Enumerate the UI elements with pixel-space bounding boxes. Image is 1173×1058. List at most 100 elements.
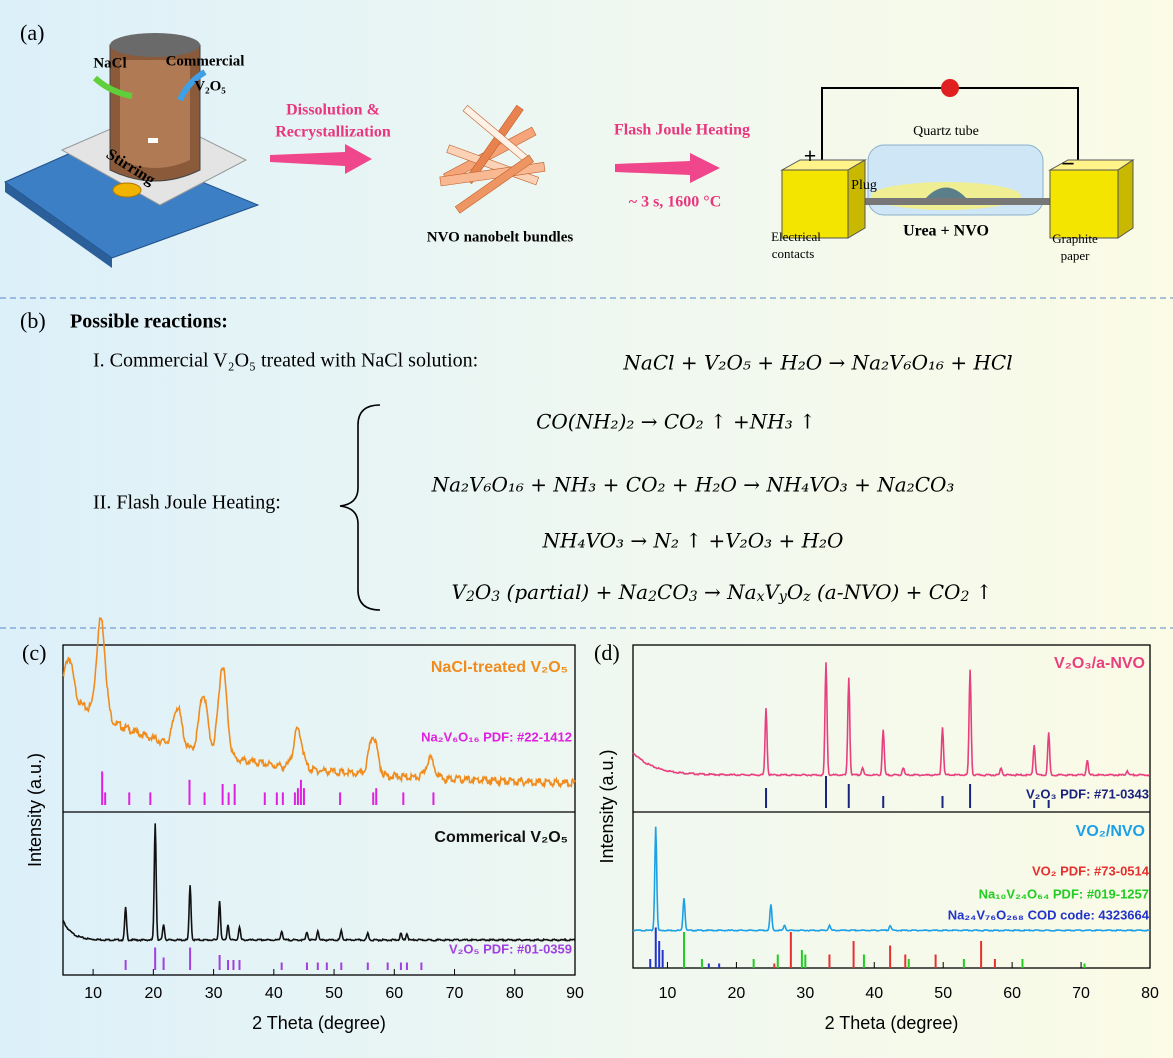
x-tick-label: 10 xyxy=(659,985,677,1002)
equation-part: → Na xyxy=(698,580,757,604)
x-tick-label: 90 xyxy=(566,985,584,1002)
reference-label: V₂O₅ PDF: #01-0359 xyxy=(449,941,572,956)
reference-label: Na₂₄V₇₆O₂₆₈ COD code: 4323664 xyxy=(948,907,1150,922)
equation-part: CO xyxy=(657,580,689,604)
crucible-inner xyxy=(120,60,190,168)
contact xyxy=(847,159,866,239)
equation-part: ↑ xyxy=(969,580,992,604)
arrow xyxy=(270,144,372,174)
equation-part: (partial) + Na xyxy=(500,580,648,604)
equation-part: 2 xyxy=(647,589,657,605)
x-tick-label: 20 xyxy=(144,985,162,1002)
nacl-arrow xyxy=(92,75,133,99)
nacl-label: NaCl xyxy=(93,55,126,71)
pattern-label: NaCl-treated V₂O₅ xyxy=(431,659,568,676)
reference-label: Na₁₀V₂₄O₆₄ PDF: #019-1257 xyxy=(979,886,1149,901)
x-tick-label: 10 xyxy=(84,985,102,1002)
equation-part: V xyxy=(452,580,469,604)
y-axis-label: Intensity (a.u.) xyxy=(25,753,45,867)
plot-frame xyxy=(62,644,576,976)
step-label: Dissolution & xyxy=(286,102,380,119)
bundles-label: NVO nanobelt bundles xyxy=(427,229,574,245)
v2o5-label: V₂O₅ xyxy=(194,78,226,94)
stirrer-side xyxy=(5,182,112,268)
x-tick-label: 40 xyxy=(865,985,883,1002)
contact xyxy=(781,169,849,239)
x-tick-label: 50 xyxy=(934,985,952,1002)
panel-b: (b) Possible reactions: I. Commercial V₂… xyxy=(20,308,1013,611)
x-tick-label: 70 xyxy=(1072,985,1090,1002)
contact xyxy=(1117,159,1134,239)
step-label: Recrystallization xyxy=(275,124,391,141)
graphite-label: paper xyxy=(1061,248,1091,263)
graphite-paper xyxy=(848,198,1058,205)
x-tick-label: 60 xyxy=(385,985,403,1002)
x-tick-label: 30 xyxy=(205,985,223,1002)
x-axis-label: 2 Theta (degree) xyxy=(252,1013,386,1033)
reaction-label: II. Flash Joule Heating: xyxy=(93,492,281,514)
arrow xyxy=(615,153,720,183)
panel-label: (c) xyxy=(22,640,46,665)
pattern-label: V₂O₃/a-NVO xyxy=(1054,655,1145,672)
bulb xyxy=(941,79,959,97)
equation: CO(NH₂)₂ → CO₂ ↑ +NH₃ ↑ xyxy=(536,410,816,434)
x-tick-label: 30 xyxy=(796,985,814,1002)
equation: Na₂V₆O₁₆ + NH₃ + CO₂ + H₂O → NH₄VO₃ + Na… xyxy=(431,473,955,497)
x-tick-label: 50 xyxy=(325,985,343,1002)
equation-part: x xyxy=(757,589,765,605)
panel-label: (a) xyxy=(20,20,44,45)
brace xyxy=(339,404,381,611)
urea-label: Urea + NVO xyxy=(903,223,989,240)
plus-sign: + xyxy=(804,143,817,168)
panel-label: (d) xyxy=(594,640,620,665)
crucible-rim xyxy=(110,33,200,57)
panel-a: (a) NaCl Commercial V₂O₅ Stirring Dissol… xyxy=(3,20,1135,268)
minus-sign: − xyxy=(1061,152,1075,178)
xrd-trace xyxy=(62,823,576,943)
panel-label: (b) xyxy=(20,308,46,333)
reaction-label: I. Commercial V₂O₅ treated with NaCl sol… xyxy=(93,350,478,372)
equation: V2O3 (partial) + Na2CO3 → NaxVyOz (a-NVO… xyxy=(452,580,993,606)
equation-part: 2 xyxy=(465,589,475,605)
equation: NaCl + V₂O₅ + H₂O → Na₂V₆O₁₆ + HCl xyxy=(622,351,1012,375)
reference-label: VO₂ PDF: #73-0514 xyxy=(1032,863,1150,878)
reference-label: Na₂V₆O₁₆ PDF: #22-1412 xyxy=(421,729,572,744)
y-axis-label: Intensity (a.u.) xyxy=(597,749,617,863)
contact xyxy=(1049,169,1119,239)
plug-label: Plug xyxy=(851,178,877,193)
contacts-label: contacts xyxy=(772,246,815,261)
pattern-label: VO₂/NVO xyxy=(1076,823,1145,840)
x-tick-label: 40 xyxy=(265,985,283,1002)
commercial-label: Commercial xyxy=(166,53,245,69)
equation-part: (a-NVO) + CO xyxy=(811,580,961,604)
xrd-trace xyxy=(62,616,576,789)
equation-part: z xyxy=(802,589,811,605)
x-tick-label: 70 xyxy=(446,985,464,1002)
x-axis-label: 2 Theta (degree) xyxy=(825,1013,959,1033)
pattern-label: Commerical V₂O₅ xyxy=(434,829,568,846)
x-tick-label: 80 xyxy=(1141,985,1159,1002)
equation-part: V xyxy=(764,580,781,604)
stir-bar xyxy=(148,138,158,143)
nanobelts xyxy=(439,104,546,214)
equation-part: 3 xyxy=(491,589,500,605)
contacts-label: Electrical xyxy=(771,229,821,244)
knob xyxy=(112,182,142,198)
equation-part: 2 xyxy=(959,589,969,605)
step-label: Flash Joule Heating xyxy=(614,122,750,139)
reference-label: V₂O₃ PDF: #71-0343 xyxy=(1026,786,1149,801)
equation-part: 3 xyxy=(689,589,698,605)
equation-part: O xyxy=(475,580,491,604)
x-tick-label: 80 xyxy=(506,985,524,1002)
equation-part: O xyxy=(787,580,803,604)
xrd-trace xyxy=(632,826,1151,933)
graphite-label: Graphite xyxy=(1052,231,1098,246)
quartz-label: Quartz tube xyxy=(913,124,979,139)
x-tick-label: 20 xyxy=(728,985,746,1002)
v2o5-arrow xyxy=(177,69,207,102)
heading: Possible reactions: xyxy=(70,311,228,333)
xrd-trace xyxy=(632,662,1151,778)
equation-part: y xyxy=(778,589,788,605)
equation: NH₄VO₃ → N₂ ↑ +V₂O₃ + H₂O xyxy=(542,529,844,553)
